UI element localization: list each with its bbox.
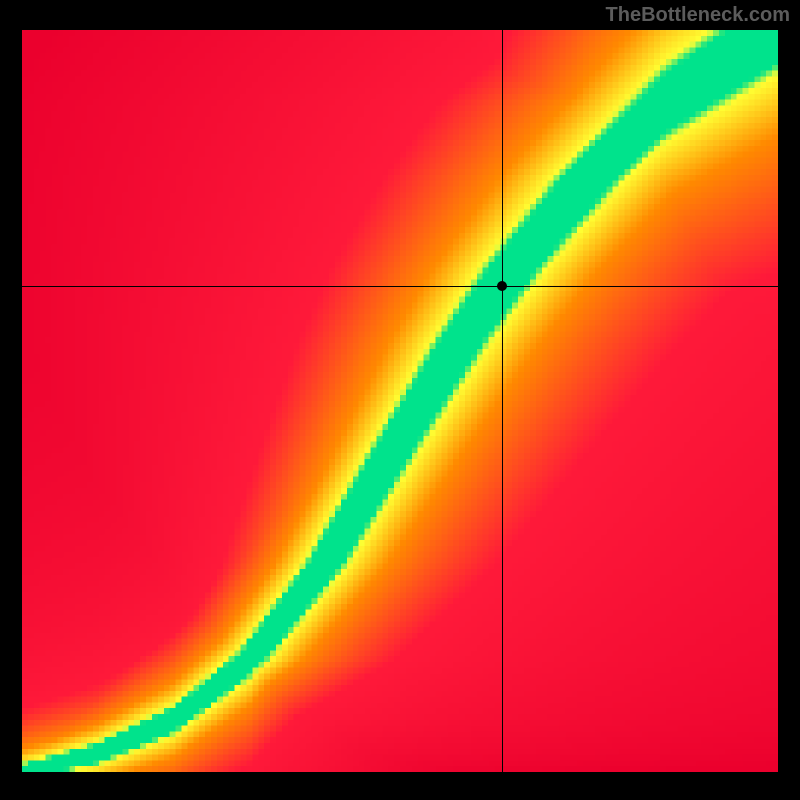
crosshair-vertical [502, 30, 503, 772]
crosshair-marker [497, 281, 507, 291]
heatmap-canvas [22, 30, 778, 772]
crosshair-horizontal [22, 286, 778, 287]
watermark-text: TheBottleneck.com [606, 4, 790, 27]
bottleneck-heatmap [22, 30, 778, 772]
